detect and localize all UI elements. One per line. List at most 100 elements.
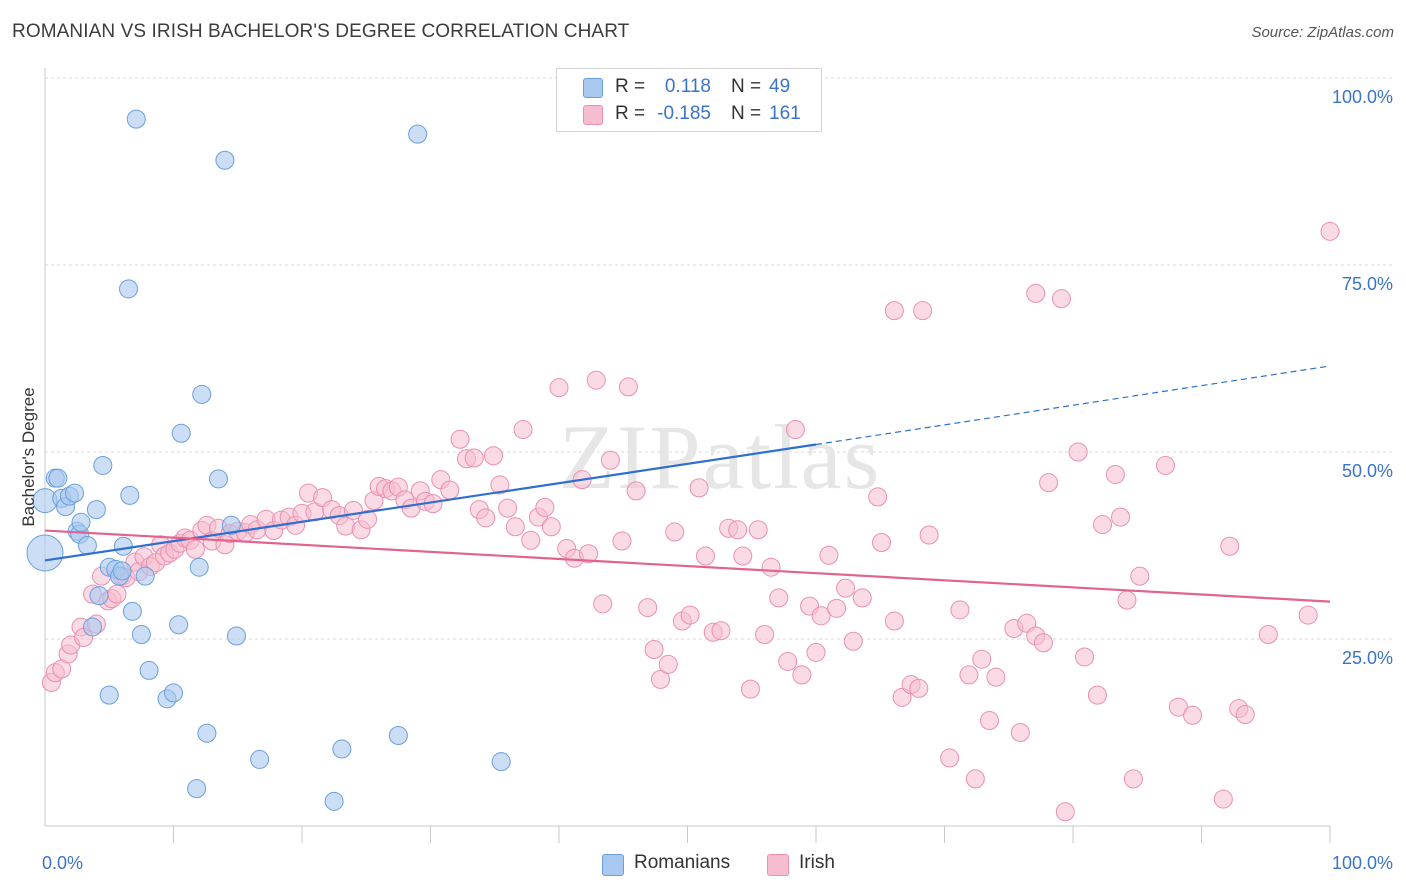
irish-point xyxy=(358,509,378,529)
romanians-point xyxy=(388,725,408,745)
romanians-point xyxy=(189,557,209,577)
irish-point xyxy=(979,711,999,731)
romanians-trend-extension xyxy=(815,365,1331,446)
irish-point xyxy=(626,481,646,501)
y-axis-label: Bachelor's Degree xyxy=(19,387,38,526)
grid-lines xyxy=(45,77,1392,640)
irish-point xyxy=(1039,473,1059,493)
romanians-point xyxy=(192,384,212,404)
irish-point xyxy=(1033,633,1053,653)
romanians-point xyxy=(112,561,132,581)
romanians-point xyxy=(197,723,217,743)
irish-point xyxy=(755,625,775,645)
irish-point xyxy=(498,498,518,518)
romanians-point xyxy=(83,617,103,637)
irish-point xyxy=(541,517,561,537)
irish-point xyxy=(483,446,503,466)
irish-point xyxy=(1093,515,1113,535)
irish-point xyxy=(521,530,541,550)
legend-n-value: 161 xyxy=(769,103,801,124)
irish-point xyxy=(769,588,789,608)
romanians-point xyxy=(126,109,146,129)
romanians-point xyxy=(89,586,109,606)
legend-n-value: 49 xyxy=(769,76,791,97)
irish-point xyxy=(986,667,1006,687)
y-tick-label: 75.0% xyxy=(1342,274,1393,294)
bottom-legend-label: Romanians xyxy=(634,852,731,873)
irish-point xyxy=(827,598,847,618)
romanians-point xyxy=(77,536,97,555)
romanians-point xyxy=(122,601,142,621)
irish-point xyxy=(651,669,671,689)
romanians-point xyxy=(226,626,246,646)
irish-point xyxy=(618,377,638,397)
irish-point xyxy=(689,478,709,498)
irish-point xyxy=(733,546,753,566)
tick-labels: 25.0% 50.0% 75.0% 100.0% 0.0% 100.0% xyxy=(42,87,1393,873)
irish-point xyxy=(872,533,892,553)
irish-point xyxy=(586,370,606,390)
irish-point xyxy=(728,520,748,540)
irish-point xyxy=(959,665,979,685)
irish-point xyxy=(843,631,863,651)
irish-point xyxy=(940,748,960,768)
romanians-swatch xyxy=(602,854,624,876)
romanians-point xyxy=(169,615,189,635)
irish-point xyxy=(1168,697,1188,717)
romanians-point xyxy=(408,124,428,144)
romanians-point xyxy=(71,512,91,532)
romanians-point xyxy=(120,485,140,505)
irish-point xyxy=(806,642,826,662)
legend-row-irish: R = -0.185 N = 161 xyxy=(557,102,821,128)
chart-title: ROMANIAN VS IRISH BACHELOR'S DEGREE CORR… xyxy=(12,21,630,42)
irish-point xyxy=(792,665,812,685)
irish-point xyxy=(1123,769,1143,789)
irish-point xyxy=(1220,536,1240,556)
legend-r-label: R = xyxy=(615,103,646,124)
romanians-point xyxy=(48,468,68,488)
romanians-point xyxy=(171,423,191,443)
irish-point xyxy=(644,639,664,659)
irish-point xyxy=(476,508,496,528)
irish-point xyxy=(1258,625,1278,645)
romanians-swatch xyxy=(583,78,603,98)
irish-point xyxy=(950,600,970,620)
irish-point xyxy=(785,420,805,440)
irish-point xyxy=(1156,455,1176,475)
irish-point xyxy=(1087,685,1107,705)
irish-point xyxy=(505,517,525,537)
romanians-point xyxy=(250,749,270,769)
y-tick-label: 100.0% xyxy=(1332,87,1393,107)
romanians-point xyxy=(99,685,119,705)
romanians-point xyxy=(86,500,106,520)
irish-point xyxy=(740,679,760,699)
legend-r-label: R = xyxy=(615,76,646,97)
irish-point xyxy=(1320,221,1340,241)
romanians-point xyxy=(139,660,159,680)
legend-r-value: 0.118 xyxy=(664,76,711,97)
irish-point xyxy=(1068,442,1088,462)
irish-swatch xyxy=(583,105,603,125)
romanians-point xyxy=(135,566,155,586)
irish-point xyxy=(1235,705,1255,725)
irish-point xyxy=(819,545,839,565)
legend-n-label: N = xyxy=(731,103,762,124)
romanians-point xyxy=(215,150,235,170)
legend-r-value: -0.185 xyxy=(657,103,711,124)
irish-point xyxy=(579,544,599,564)
irish-point xyxy=(748,520,768,540)
trend-lines xyxy=(44,365,1331,603)
irish-point xyxy=(680,605,700,625)
romanians-point xyxy=(131,625,151,645)
irish-point xyxy=(1130,566,1150,586)
irish-point xyxy=(761,557,781,577)
irish-point xyxy=(778,651,798,671)
irish-point xyxy=(600,450,620,470)
irish-point xyxy=(1105,464,1125,484)
source-label: Source: ZipAtlas.com xyxy=(1251,24,1394,41)
irish-point xyxy=(549,378,569,398)
irish-point xyxy=(1117,590,1137,610)
irish-point xyxy=(593,594,613,614)
irish-swatch xyxy=(767,854,789,876)
irish-point xyxy=(107,584,127,604)
